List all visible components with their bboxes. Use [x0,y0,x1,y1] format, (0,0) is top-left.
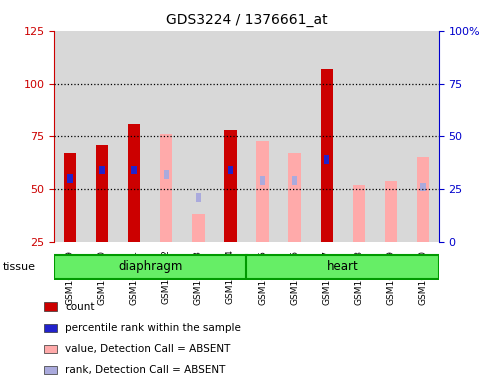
Bar [352,185,365,242]
Text: heart: heart [327,260,358,273]
Bar [182,31,214,242]
Bar [228,166,233,174]
Text: percentile rank within the sample: percentile rank within the sample [66,323,242,333]
Text: value, Detection Call = ABSENT: value, Detection Call = ABSENT [66,344,231,354]
Bar [224,130,237,242]
Bar [150,31,182,242]
Title: GDS3224 / 1376661_at: GDS3224 / 1376661_at [166,13,327,27]
Bar [86,31,118,242]
Bar [164,170,169,179]
Bar [68,174,73,183]
Bar [260,177,265,185]
Bar [256,141,269,242]
Bar [407,31,439,242]
Bar [192,214,205,242]
Bar [44,324,57,332]
Bar [44,303,57,311]
Bar [324,156,329,164]
Bar [292,177,297,185]
Bar [96,145,108,242]
Bar [100,166,105,174]
Text: rank, Detection Call = ABSENT: rank, Detection Call = ABSENT [66,365,226,375]
Bar [64,153,76,242]
Bar [320,69,333,242]
Bar [132,166,137,174]
Bar [288,153,301,242]
Bar [44,345,57,353]
Bar [417,157,429,242]
Bar [44,366,57,374]
Bar [54,255,246,279]
Text: tissue: tissue [2,262,35,272]
Bar [246,255,439,279]
Bar [420,183,425,191]
Bar [160,134,173,242]
Bar [118,31,150,242]
Bar [375,31,407,242]
Bar [279,31,311,242]
Bar [343,31,375,242]
Text: diaphragm: diaphragm [118,260,182,273]
Bar [54,31,86,242]
Bar [214,31,246,242]
Bar [128,124,141,242]
Bar [385,181,397,242]
Text: count: count [66,302,95,312]
Bar [196,194,201,202]
Bar [246,31,279,242]
Bar [311,31,343,242]
